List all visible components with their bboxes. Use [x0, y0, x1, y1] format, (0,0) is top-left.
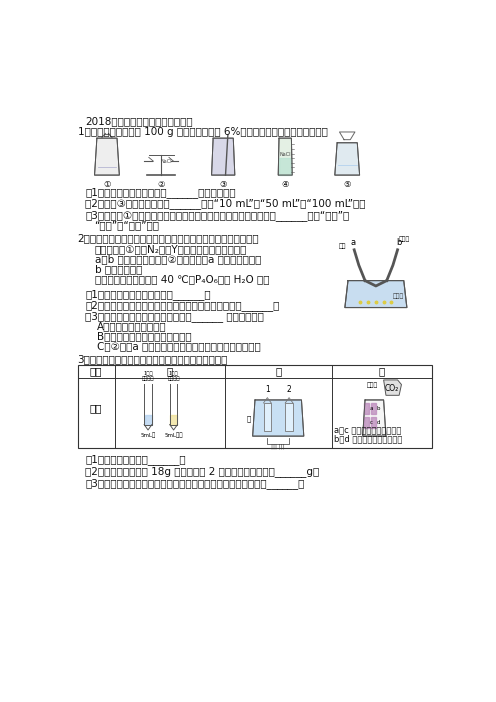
Polygon shape	[383, 380, 401, 395]
Text: 1小粒
高锰酸鿣: 1小粒 高锰酸鿣	[142, 371, 154, 381]
Polygon shape	[345, 281, 407, 307]
Text: a: a	[350, 239, 355, 248]
Polygon shape	[278, 138, 292, 175]
Text: CO₂: CO₂	[385, 384, 399, 393]
Polygon shape	[364, 403, 369, 413]
Polygon shape	[335, 143, 360, 175]
Text: B．烧杯中热水的作用是提供热量: B．烧杯中热水的作用是提供热量	[97, 331, 191, 341]
Text: b: b	[376, 406, 380, 411]
Text: “不变”或“偏小”）。: “不变”或“偏小”）。	[95, 220, 160, 230]
Text: 资料：白磷的着火点为 40 ℃，P₄O₆能与 H₂O 反应: 资料：白磷的着火点为 40 ℃，P₄O₆能与 H₂O 反应	[95, 274, 269, 284]
Polygon shape	[170, 415, 177, 425]
Text: a、c 为干燥的紫色石蕊试纸: a、c 为干燥的紫色石蕊试纸	[334, 426, 401, 435]
Text: ||| |||: ||| |||	[271, 444, 285, 449]
Text: 玻璃片: 玻璃片	[367, 382, 378, 388]
Text: 1: 1	[265, 385, 270, 394]
Text: （3）丙实验，说明二氧化碳密度大于空气且能与水反应的现象是______。: （3）丙实验，说明二氧化碳密度大于空气且能与水反应的现象是______。	[85, 479, 305, 489]
Polygon shape	[364, 417, 369, 428]
Text: （2）实验过程中，能说明可燃物燃烧需要氧气的现象是______。: （2）实验过程中，能说明可燃物燃烧需要氧气的现象是______。	[85, 300, 280, 311]
Text: 乙: 乙	[275, 366, 281, 376]
Text: 实验: 实验	[90, 404, 102, 413]
Text: ②: ②	[157, 180, 165, 189]
Text: 3．（朝）某小组进行了如下实验，请回答下列问题。: 3．（朝）某小组进行了如下实验，请回答下列问题。	[77, 355, 228, 364]
Text: NaCl: NaCl	[160, 159, 172, 164]
Text: 实验过程：①通入N₂，将Y管右侧部分放入热水中，: 实验过程：①通入N₂，将Y管右侧部分放入热水中，	[95, 244, 247, 254]
Text: 丙: 丙	[379, 366, 385, 376]
Text: b、d 为湿润的紫色石蕊试纸: b、d 为湿润的紫色石蕊试纸	[334, 435, 402, 444]
Text: 2018年北京各区二模实验原理分析: 2018年北京各区二模实验原理分析	[85, 117, 193, 126]
Text: a、b 处白磷均不燃烧；②通入空气，a 处白磷不燃烧，: a、b 处白磷均不燃烧；②通入空气，a 处白磷不燃烧，	[95, 254, 261, 265]
Polygon shape	[285, 403, 293, 431]
Polygon shape	[371, 417, 376, 428]
Bar	[77, 364, 433, 448]
Text: （1）正确的实验操作顺序是______（填序号）。: （1）正确的实验操作顺序是______（填序号）。	[85, 187, 236, 197]
Text: ⑤: ⑤	[343, 180, 351, 189]
Text: 2: 2	[287, 385, 292, 394]
Text: 热冷水: 热冷水	[393, 293, 404, 299]
Text: （2）操作③中量筒的量程是______（填“10 mL”、“50 mL”或“100 mL”）。: （2）操作③中量筒的量程是______（填“10 mL”、“50 mL”或“10…	[85, 198, 366, 209]
Text: c: c	[370, 420, 372, 425]
Text: C．②中，a 处白磷不燃烧的原因是温度没有达到着火点: C．②中，a 处白磷不燃烧的原因是温度没有达到着火点	[97, 341, 260, 352]
Polygon shape	[279, 158, 291, 175]
Polygon shape	[95, 138, 120, 175]
Text: ④: ④	[281, 180, 289, 189]
Text: b 处白磷燃烧。: b 处白磷燃烧。	[95, 265, 142, 274]
Text: 甲: 甲	[167, 366, 173, 376]
Text: 气体: 气体	[339, 243, 346, 249]
Text: d: d	[376, 420, 380, 425]
Text: 湿棉花: 湿棉花	[399, 237, 410, 242]
Text: 5mL水: 5mL水	[140, 432, 156, 438]
Text: 水: 水	[247, 415, 251, 422]
Text: 1．（西）实验室配制 100 g 溶质质量分数为 6%的氯化钓溶液，实验操作如下：: 1．（西）实验室配制 100 g 溶质质量分数为 6%的氯化钓溶液，实验操作如下…	[77, 127, 327, 138]
Text: NaCl: NaCl	[279, 152, 291, 157]
Text: A．湿棉花可以吸收白烟: A．湿棉花可以吸收白烟	[97, 322, 167, 331]
Polygon shape	[144, 415, 151, 425]
Text: ①: ①	[103, 180, 111, 189]
Text: a: a	[370, 406, 373, 411]
Polygon shape	[263, 403, 271, 431]
Polygon shape	[371, 403, 376, 413]
Polygon shape	[252, 400, 304, 436]
Text: （2）乙实验，若电解 18g 水，则试管 2 中得到的气体质量为______g。: （2）乙实验，若电解 18g 水，则试管 2 中得到的气体质量为______g。	[85, 466, 319, 477]
Text: （1）白磷燃烧的化学方程式是______。: （1）白磷燃烧的化学方程式是______。	[85, 289, 211, 300]
Text: （3）关于该实验的说法中，正确的是______ （填序号）。: （3）关于该实验的说法中，正确的是______ （填序号）。	[85, 310, 264, 322]
Polygon shape	[363, 400, 386, 436]
Text: （3）若操作①中有部分固体洒落桂面，所得溶液的溶质质量分数会______（填“偏大”、: （3）若操作①中有部分固体洒落桂面，所得溶液的溶质质量分数会______（填“偏…	[85, 210, 350, 220]
Text: b: b	[396, 239, 402, 248]
Text: （1）甲实验的目的是______。: （1）甲实验的目的是______。	[85, 453, 186, 465]
Text: 1小粒
高锰酸鿣: 1小粒 高锰酸鿣	[167, 371, 180, 381]
Text: 2．（西）用右图装置（夹持仪器略去）研究可燃物的燃烧条件。: 2．（西）用右图装置（夹持仪器略去）研究可燃物的燃烧条件。	[77, 234, 259, 244]
Text: 5mL氱油: 5mL氱油	[164, 432, 183, 438]
Polygon shape	[212, 138, 235, 175]
Text: ③: ③	[219, 180, 227, 189]
Text: 序号: 序号	[90, 366, 102, 376]
